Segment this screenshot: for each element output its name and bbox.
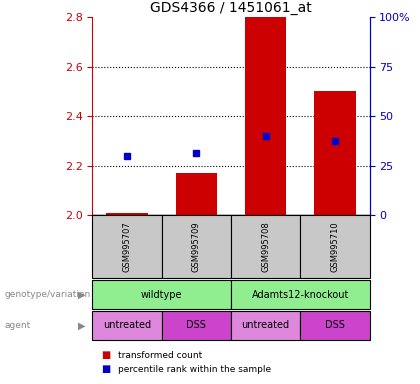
Text: GSM995707: GSM995707	[123, 221, 131, 272]
Bar	[300, 311, 370, 340]
Bar	[162, 311, 231, 340]
Text: ▶: ▶	[78, 290, 85, 300]
Text: genotype/variation: genotype/variation	[4, 290, 90, 299]
Text: DSS: DSS	[325, 320, 345, 331]
Text: ▶: ▶	[78, 320, 85, 331]
Text: transformed count: transformed count	[118, 351, 202, 360]
Text: untreated: untreated	[103, 320, 151, 331]
Text: wildtype: wildtype	[141, 290, 182, 300]
Text: GSM995709: GSM995709	[192, 222, 201, 272]
Bar	[176, 173, 217, 215]
Text: Adamts12-knockout: Adamts12-knockout	[252, 290, 349, 300]
Bar	[231, 215, 300, 278]
Text: ■: ■	[101, 350, 110, 360]
Title: GDS4366 / 1451061_at: GDS4366 / 1451061_at	[150, 1, 312, 15]
Bar	[106, 213, 148, 215]
Bar	[245, 17, 286, 215]
Text: percentile rank within the sample: percentile rank within the sample	[118, 365, 271, 374]
Bar	[92, 215, 162, 278]
Bar	[92, 280, 231, 309]
Text: agent: agent	[4, 321, 31, 330]
Bar	[300, 215, 370, 278]
Bar	[314, 91, 356, 215]
Bar	[231, 311, 300, 340]
Text: GSM995710: GSM995710	[331, 222, 339, 272]
Text: DSS: DSS	[186, 320, 206, 331]
Text: ■: ■	[101, 364, 110, 374]
Text: GSM995708: GSM995708	[261, 221, 270, 272]
Bar	[162, 215, 231, 278]
Text: untreated: untreated	[241, 320, 290, 331]
Bar	[92, 311, 162, 340]
Bar	[231, 280, 370, 309]
